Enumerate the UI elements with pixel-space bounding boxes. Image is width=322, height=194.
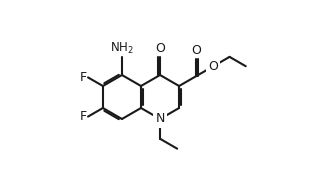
Text: F: F <box>80 71 87 84</box>
Text: N: N <box>155 113 165 126</box>
Text: NH$_2$: NH$_2$ <box>110 40 134 55</box>
Text: F: F <box>80 110 87 123</box>
Text: O: O <box>208 60 218 73</box>
Text: O: O <box>155 42 165 55</box>
Text: O: O <box>191 44 201 57</box>
